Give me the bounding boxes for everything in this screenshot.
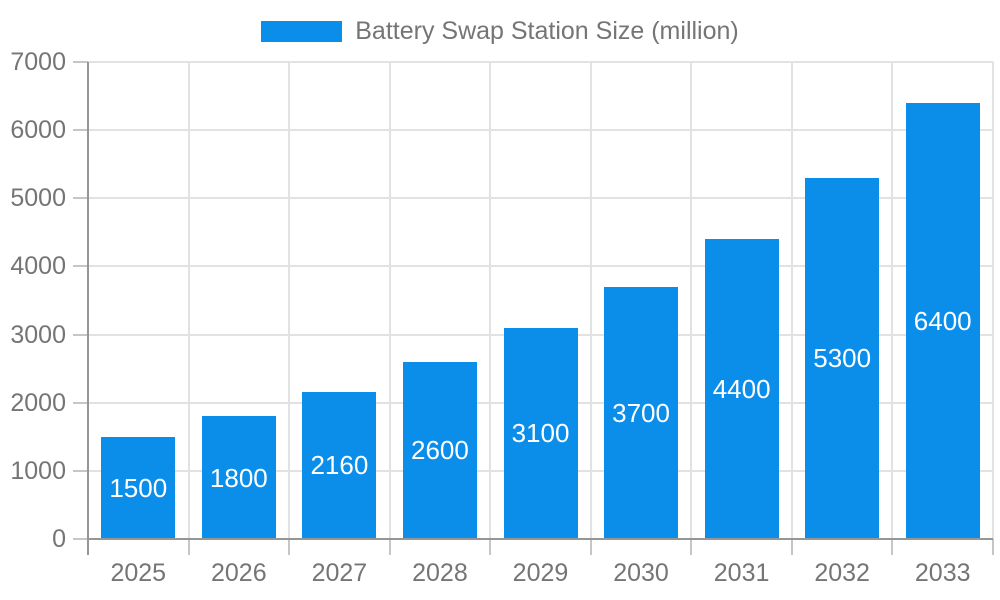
x-gridline <box>187 62 190 539</box>
x-axis-tick <box>992 539 994 555</box>
y-axis-tick-label: 7000 <box>10 48 66 76</box>
x-axis-tick-label: 2025 <box>110 559 167 587</box>
x-axis-tick <box>288 539 291 555</box>
y-axis-tick-label: 5000 <box>10 184 66 213</box>
y-axis-tick-label: 1000 <box>10 456 66 485</box>
x-axis-tick <box>187 539 190 555</box>
bar-2033[interactable]: 6400 <box>905 102 980 539</box>
y-axis-tick-label: 4000 <box>10 252 66 281</box>
y-axis-tick-label: 6000 <box>10 116 66 145</box>
bar-2032[interactable]: 5300 <box>805 177 880 539</box>
x-axis-tick-label: 2031 <box>713 559 770 587</box>
y-axis-tick <box>73 129 88 132</box>
bar-value-label: 3100 <box>511 418 570 449</box>
x-axis-tick <box>489 539 492 555</box>
bar-2029[interactable]: 3100 <box>503 327 578 539</box>
y-axis-tick <box>73 401 88 404</box>
bar-2031[interactable]: 4400 <box>704 239 779 539</box>
x-axis-tick-label: 2026 <box>211 559 267 587</box>
bar-2030[interactable]: 3700 <box>604 286 679 539</box>
legend-item[interactable]: Battery Swap Station Size (million) <box>0 17 1000 46</box>
bar-value-label: 4400 <box>712 374 771 405</box>
y-axis-tick-label: 3000 <box>10 320 66 349</box>
bar-value-label: 1800 <box>209 462 268 493</box>
x-axis-line <box>88 538 993 540</box>
y-axis-tick-label: 0 <box>52 525 66 553</box>
x-axis-tick <box>388 539 391 555</box>
x-gridline <box>489 62 492 539</box>
legend-label: Battery Swap Station Size (million) <box>355 17 739 45</box>
y-axis-line <box>87 62 89 555</box>
x-gridline <box>790 62 793 539</box>
x-axis-tick-label: 2027 <box>311 559 368 587</box>
bar-2028[interactable]: 2600 <box>402 361 477 539</box>
x-axis-tick-label: 2032 <box>814 559 870 587</box>
bar-value-label: 6400 <box>913 305 972 336</box>
x-gridline <box>690 62 693 539</box>
y-axis-tick <box>73 61 88 63</box>
x-gridline <box>388 62 391 539</box>
bar-value-label: 2600 <box>411 435 469 466</box>
y-axis-tick <box>73 333 88 336</box>
y-axis-tick <box>73 197 88 200</box>
bar-value-label: 5300 <box>813 343 872 374</box>
bar-2026[interactable]: 1800 <box>201 416 276 539</box>
x-gridline <box>288 62 291 539</box>
y-axis-tick <box>73 469 88 472</box>
y-gridline <box>88 129 993 132</box>
legend-swatch-icon <box>261 21 343 42</box>
bar-value-label: 1500 <box>109 472 168 503</box>
x-axis-tick <box>790 539 793 555</box>
y-axis-tick <box>73 265 88 268</box>
x-axis-tick <box>690 539 693 555</box>
y-axis-tick <box>73 538 88 540</box>
bar-value-label: 3700 <box>612 397 670 428</box>
bar-value-label: 2160 <box>310 450 369 481</box>
x-axis-tick <box>891 539 894 555</box>
y-gridline <box>88 197 993 200</box>
y-axis-tick-label: 2000 <box>10 388 66 417</box>
x-axis-tick-label: 2029 <box>512 559 569 587</box>
x-gridline <box>589 62 592 539</box>
x-gridline <box>891 62 894 539</box>
x-gridline <box>992 62 994 539</box>
bar-2027[interactable]: 2160 <box>302 391 377 539</box>
x-axis-tick-label: 2033 <box>914 559 971 587</box>
x-axis-tick <box>589 539 592 555</box>
x-axis-tick-label: 2030 <box>613 559 669 587</box>
y-gridline <box>88 61 993 63</box>
x-axis-tick-label: 2028 <box>412 559 468 587</box>
bar-2025[interactable]: 1500 <box>101 436 176 539</box>
y-gridline <box>88 265 993 268</box>
